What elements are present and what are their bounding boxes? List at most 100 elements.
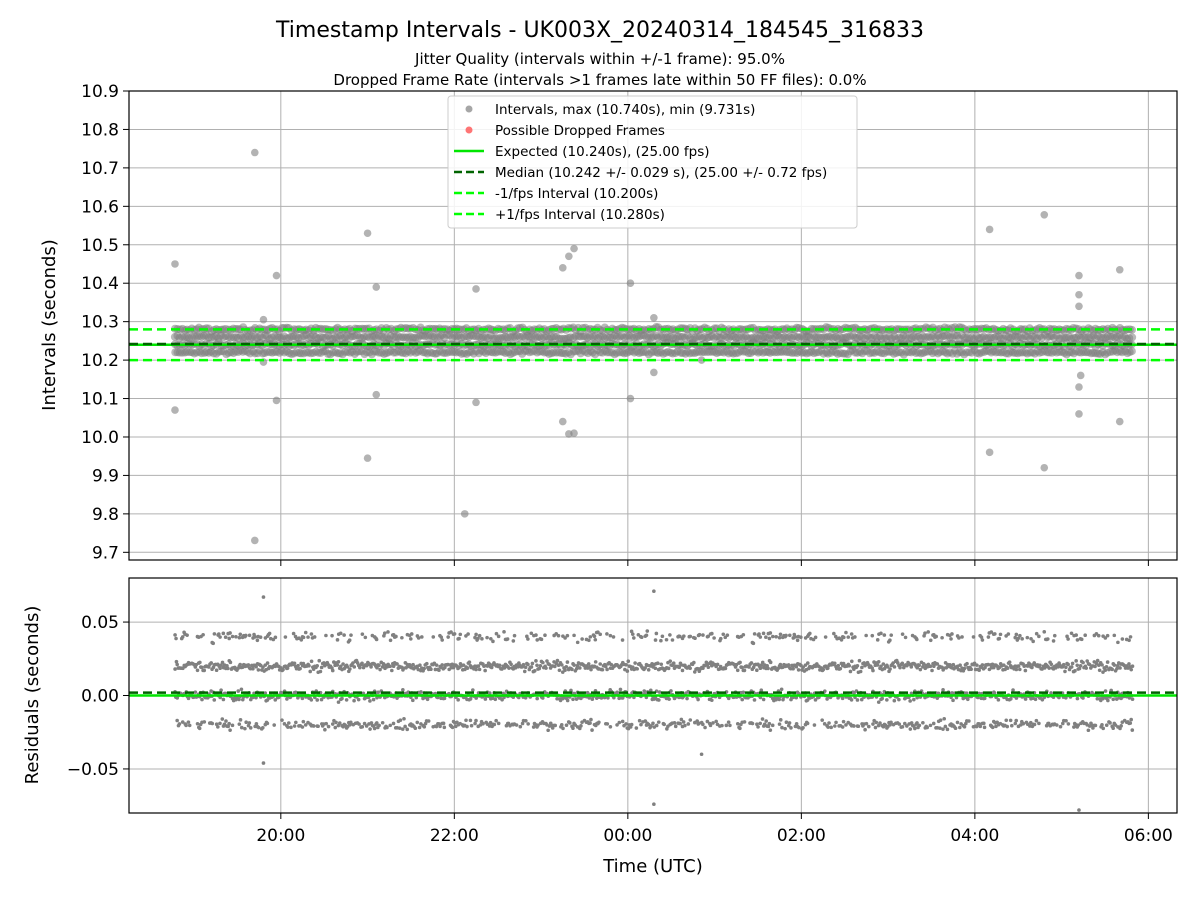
residual-point (228, 728, 232, 732)
residual-point (481, 721, 485, 726)
residual-point (174, 659, 179, 664)
residual-point (553, 664, 557, 669)
residual-point (546, 728, 550, 733)
residual-point (556, 633, 561, 638)
residual-point (449, 630, 453, 634)
residual-point (598, 662, 603, 666)
interval-outlier-point (626, 394, 635, 403)
residual-point (934, 634, 939, 639)
residual-point (993, 632, 997, 636)
interval-outlier-point (363, 454, 372, 462)
residual-point (429, 667, 433, 672)
residual-point (1075, 696, 1080, 701)
residual-point (897, 697, 901, 702)
residual-point (535, 638, 540, 642)
residual-point (244, 720, 248, 725)
residual-point (888, 667, 892, 671)
residual-point (918, 667, 923, 672)
residuals-x-tick-label: 04:00 (950, 826, 999, 846)
residual-point (238, 662, 242, 667)
residual-point (477, 667, 482, 672)
residual-point (742, 668, 747, 673)
residual-point (742, 720, 747, 724)
residual-point (417, 725, 422, 730)
residual-point (864, 633, 868, 638)
residual-point (741, 690, 746, 695)
residual-point (823, 635, 828, 639)
residual-point (879, 631, 883, 636)
residual-point (797, 725, 801, 730)
residual-point (351, 661, 355, 665)
residual-point (812, 723, 817, 727)
residual-point (273, 635, 278, 640)
residual-point (217, 632, 221, 636)
residual-point (240, 697, 245, 702)
residual-point (319, 697, 324, 702)
residual-point (557, 668, 562, 673)
residual-point (793, 635, 798, 639)
residual-point (892, 698, 897, 703)
residual-point (1064, 665, 1068, 670)
residual-point (333, 725, 338, 730)
residual-point (574, 666, 579, 671)
interval-outlier-point (1075, 383, 1083, 391)
interval-outlier-point (697, 356, 706, 364)
residual-point (198, 660, 202, 665)
residual-point (316, 724, 320, 729)
residuals-y-axis-label: Residuals (seconds) (22, 606, 43, 785)
residual-point (615, 723, 619, 727)
residual-point (1093, 664, 1097, 669)
residual-point (871, 668, 875, 673)
residual-point (673, 724, 678, 729)
residual-point (380, 720, 385, 725)
residual-point (620, 719, 625, 724)
residual-point (186, 720, 191, 724)
residual-point (1104, 665, 1109, 669)
residual-point (875, 638, 880, 642)
residual-point (863, 727, 867, 732)
residual-point (438, 724, 442, 729)
residual-point (337, 721, 342, 725)
interval-outlier-point (272, 396, 281, 405)
residual-point (588, 635, 593, 639)
residual-point (234, 634, 238, 639)
residual-point (493, 697, 498, 702)
residual-point (1055, 723, 1059, 727)
chart-subtitle-jitter: Jitter Quality (intervals within +/-1 fr… (414, 50, 785, 68)
residual-point (237, 697, 241, 702)
residual-point (368, 727, 372, 731)
residual-point (836, 663, 841, 668)
residual-point (720, 723, 724, 728)
residual-point (237, 635, 242, 640)
interval-outlier-point (985, 448, 994, 457)
residual-point (228, 660, 233, 665)
residual-point (842, 635, 846, 640)
residual-point (1063, 669, 1067, 674)
residual-point (273, 698, 278, 702)
residual-point (958, 725, 962, 730)
interval-outlier-point (570, 244, 578, 253)
residual-point (928, 723, 933, 728)
residual-point (464, 718, 468, 723)
residual-point (923, 631, 927, 635)
residual-point (372, 726, 377, 731)
residual-point (728, 723, 732, 728)
residual-point (668, 633, 672, 637)
residual-point (721, 632, 726, 637)
residual-point (530, 661, 535, 666)
residual-point (1061, 662, 1066, 667)
residual-point (422, 666, 426, 671)
residual-point (442, 696, 447, 701)
residual-point (522, 669, 527, 674)
residual-point (265, 721, 270, 726)
residual-point (230, 634, 235, 639)
residual-point (177, 722, 182, 726)
residual-point (1066, 662, 1070, 667)
residual-point (324, 721, 329, 726)
residual-point (348, 667, 352, 671)
residual-point (940, 635, 944, 640)
x-axis-label: Time (UTC) (602, 856, 703, 877)
residual-point (1006, 632, 1011, 636)
residual-point (917, 663, 921, 668)
residual-point (487, 691, 492, 695)
